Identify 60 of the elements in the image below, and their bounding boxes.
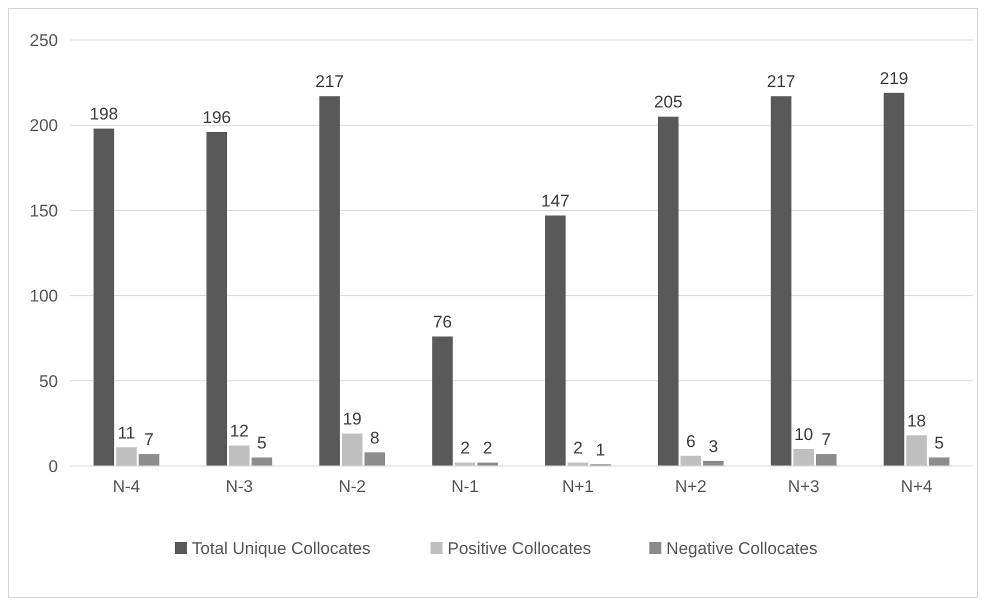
y-tick-label: 50 — [39, 372, 58, 391]
y-tick-label: 200 — [30, 116, 58, 136]
x-tick-label: N-3 — [226, 477, 254, 496]
data-label: 5 — [934, 433, 944, 452]
data-label: 76 — [433, 312, 452, 332]
data-label: 10 — [794, 424, 814, 444]
data-label: 217 — [766, 72, 796, 92]
legend-label: Negative Collocates — [666, 538, 818, 558]
bar — [342, 434, 362, 466]
bar — [252, 457, 272, 466]
x-tick-label: N-1 — [451, 477, 479, 496]
data-label: 18 — [907, 411, 926, 430]
legend-label: Positive Collocates — [448, 538, 592, 558]
bar — [680, 456, 702, 466]
x-tick-label: N+2 — [674, 477, 707, 496]
bar — [229, 446, 250, 466]
bar — [884, 92, 904, 466]
bar — [770, 96, 792, 466]
data-label: 19 — [342, 410, 362, 429]
data-label: 12 — [230, 422, 249, 441]
bar — [793, 448, 814, 466]
data-label: 11 — [118, 423, 136, 442]
bar — [94, 128, 114, 466]
data-label: 217 — [315, 72, 344, 92]
bar — [206, 132, 228, 466]
data-label: 8 — [370, 428, 380, 448]
bar — [364, 452, 386, 466]
bar — [906, 435, 927, 466]
data-label: 205 — [654, 92, 682, 112]
bar — [928, 457, 950, 466]
data-label: 6 — [686, 432, 696, 451]
y-tick-label: 250 — [30, 30, 58, 50]
data-label: 219 — [880, 68, 908, 88]
data-label: 3 — [708, 436, 718, 456]
y-tick-label: 100 — [30, 286, 58, 306]
x-tick-label: N+3 — [788, 477, 820, 496]
bar — [319, 96, 340, 466]
data-label: 198 — [90, 104, 118, 124]
data-label: 196 — [202, 108, 231, 128]
data-label: 5 — [257, 433, 267, 452]
bar — [658, 116, 679, 466]
bar — [138, 454, 160, 466]
x-tick-label: N+4 — [900, 477, 932, 496]
bar — [545, 216, 566, 466]
bar — [432, 336, 453, 466]
y-tick-label: 0 — [48, 456, 58, 476]
data-label: 7 — [144, 430, 154, 450]
data-label: 2 — [482, 438, 492, 458]
data-label: 2 — [573, 438, 583, 458]
data-label: 1 — [596, 440, 606, 460]
x-tick-label: N-4 — [112, 477, 140, 496]
data-label: 147 — [541, 192, 570, 211]
x-tick-label: N-2 — [338, 477, 366, 496]
bar — [816, 454, 837, 466]
bar — [116, 447, 137, 466]
legend-label: Total Unique Collocates — [192, 538, 371, 558]
data-label: 2 — [460, 438, 470, 458]
data-label: 7 — [822, 430, 831, 450]
x-tick-label: N+1 — [562, 477, 594, 496]
y-tick-label: 150 — [30, 201, 58, 220]
